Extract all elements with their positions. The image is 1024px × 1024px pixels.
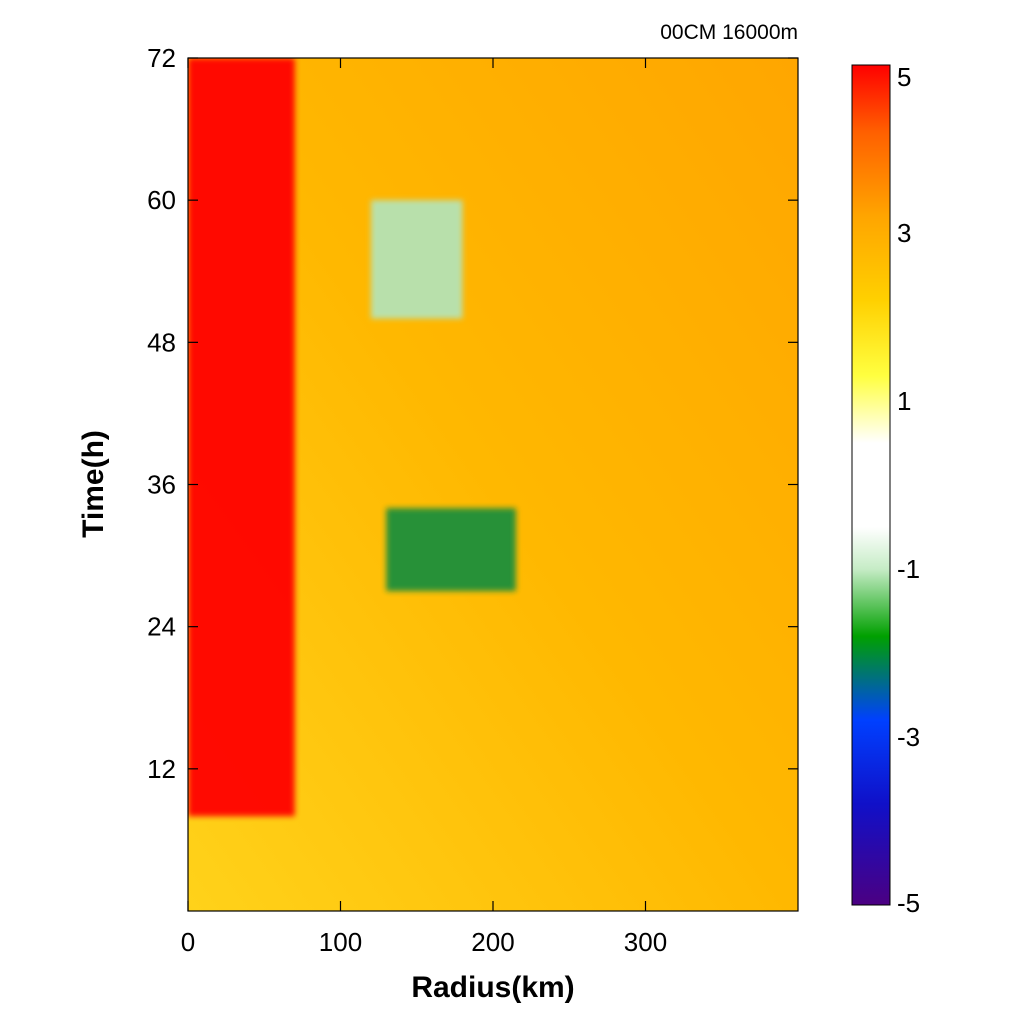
colorbar-tick-label: -5 bbox=[897, 888, 920, 918]
y-axis-title: Time(h) bbox=[77, 430, 110, 538]
y-tick-label: 48 bbox=[147, 327, 176, 357]
y-tick-label: 72 bbox=[147, 43, 176, 73]
field-region-1 bbox=[386, 508, 516, 592]
y-tick-label: 60 bbox=[147, 185, 176, 215]
x-tick-label: 200 bbox=[471, 927, 514, 957]
y-tick-label: 24 bbox=[147, 612, 176, 642]
colorbar-tick-label: 1 bbox=[897, 386, 911, 416]
plot-area bbox=[188, 58, 798, 911]
y-tick-label: 12 bbox=[147, 754, 176, 784]
field-region-0 bbox=[188, 58, 295, 817]
colorbar-tick-label: 5 bbox=[897, 62, 911, 92]
y-axis-ticks: 12 24 36 48 60 72 bbox=[147, 43, 798, 784]
chart-title: 00CM 16000m bbox=[660, 21, 798, 44]
colorbar-ticks: 5 3 1 -1 -3 -5 bbox=[897, 62, 920, 918]
x-axis-ticks: 0 100 200 300 bbox=[181, 58, 667, 957]
x-axis-title: Radius(km) bbox=[411, 971, 574, 1004]
field-region-2 bbox=[371, 200, 463, 319]
field-features bbox=[188, 58, 516, 817]
colorbar-tick-label: 3 bbox=[897, 218, 911, 248]
colorbar-tick-label: -1 bbox=[897, 554, 920, 584]
y-tick-label: 36 bbox=[147, 470, 176, 500]
x-tick-label: 300 bbox=[624, 927, 667, 957]
x-tick-label: 100 bbox=[319, 927, 362, 957]
x-tick-label: 0 bbox=[181, 927, 195, 957]
colorbar-tick-label: -3 bbox=[897, 722, 920, 752]
colorbar bbox=[851, 64, 891, 906]
